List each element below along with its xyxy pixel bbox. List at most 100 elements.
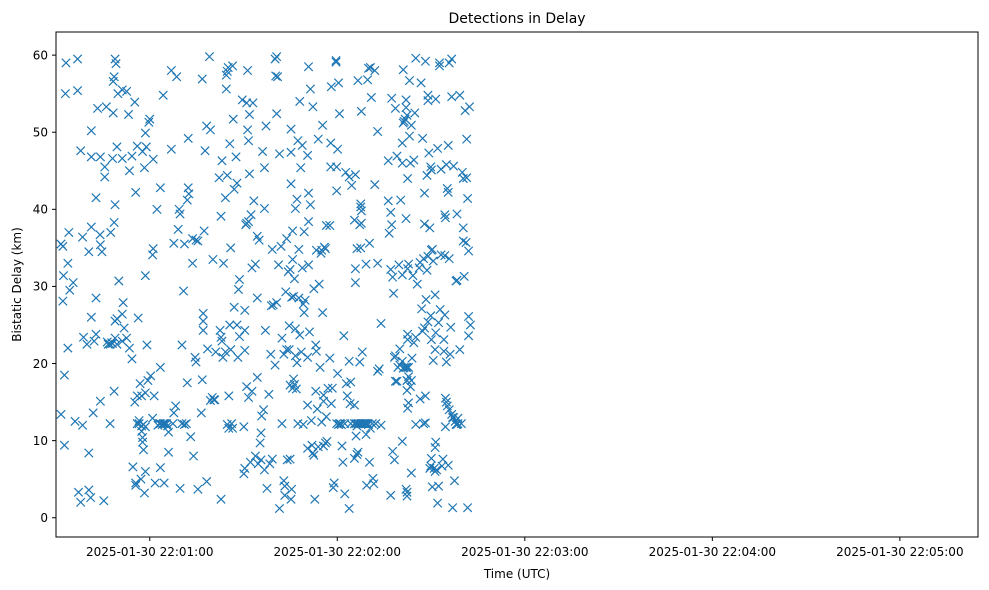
data-point [432,143,443,154]
data-point [294,244,304,255]
plot-frame [55,31,979,538]
data-point [58,271,69,281]
data-point [224,423,234,433]
data-point [139,163,150,173]
data-point [202,476,212,487]
data-point [356,206,366,216]
data-point [426,311,436,321]
data-point [214,173,224,183]
data-point [338,457,348,467]
data-point [91,293,101,303]
data-point [140,388,151,398]
data-point [133,313,143,323]
data-point [131,480,141,490]
data-point [397,158,407,168]
data-point [127,151,137,161]
data-point [284,321,294,331]
data-point [191,357,201,367]
data-point [229,302,239,312]
data-point [302,150,313,160]
data-point [452,209,462,219]
data-point [254,235,264,245]
data-point [290,351,301,361]
data-point [447,92,457,102]
data-point [306,415,316,426]
data-point [84,485,94,495]
data-point [322,436,332,447]
data-point [155,183,166,193]
data-point [389,455,400,465]
data-point [325,220,335,231]
data-point [409,338,419,348]
data-point [456,419,466,429]
data-point [390,103,401,113]
data-point [431,437,441,447]
data-point [392,151,402,161]
data-point [88,408,98,418]
data-point [197,74,207,84]
data-point [320,244,331,254]
data-point [168,419,178,429]
data-point [425,223,435,233]
data-point [295,330,305,340]
data-point [402,491,412,501]
data-point [169,238,179,248]
x-tick-label: 2025-01-30 22:04:00 [649,545,776,559]
data-point [198,325,208,335]
data-point [462,193,473,204]
data-point [340,489,350,499]
data-point [333,78,344,88]
data-point [73,487,84,497]
data-point [255,438,265,448]
data-point [387,272,398,282]
data-point [181,419,191,429]
data-point [110,333,120,343]
data-point [342,391,352,401]
data-point [259,163,270,173]
data-point [155,362,166,373]
data-point [122,333,132,343]
data-point [276,241,286,251]
data-point [321,412,331,422]
data-point [332,368,343,379]
data-point [443,140,453,150]
data-point [372,258,383,268]
data-point [250,451,261,461]
data-point [464,102,475,112]
data-point [411,53,421,63]
data-point [355,357,365,367]
data-point [402,335,413,345]
data-point [267,244,277,255]
data-point [218,258,229,268]
data-point [332,144,343,154]
data-point [166,65,176,76]
data-point [138,445,149,455]
data-point [266,301,276,311]
data-point [376,420,386,430]
data-point [252,372,262,383]
data-point [280,481,290,491]
y-tick-label: 50 [33,126,48,140]
data-point [434,58,445,68]
data-point [308,102,318,112]
data-point [297,140,307,150]
data-point [402,362,412,373]
data-point [327,383,337,393]
data-point [221,84,231,94]
data-point [249,196,259,206]
data-point [77,232,88,242]
data-point [321,220,331,231]
data-point [204,52,215,62]
data-point [331,55,341,66]
data-point [298,419,308,430]
data-point [408,271,418,281]
data-point [285,264,295,275]
data-point [267,454,277,464]
data-point [296,347,306,357]
data-point [444,405,454,415]
data-point [347,180,357,191]
data-point [179,419,190,430]
data-point [406,468,416,478]
data-point [225,139,235,149]
data-point [193,236,203,246]
